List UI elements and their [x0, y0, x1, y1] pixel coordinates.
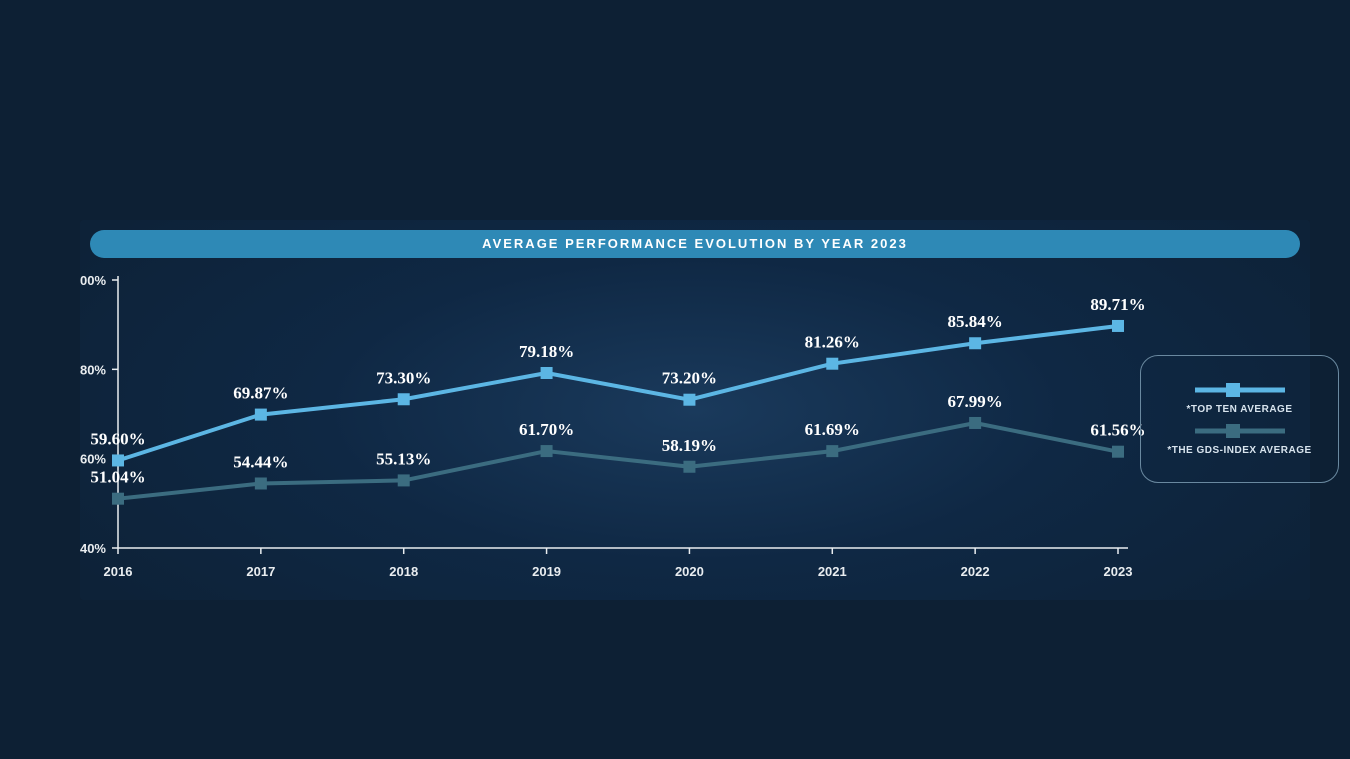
value-label: 54.44% [233, 453, 288, 472]
legend-item: *TOP TEN AVERAGE [1157, 382, 1322, 415]
series-marker [112, 454, 124, 466]
x-tick-label: 2018 [389, 564, 418, 579]
value-label: 61.69% [805, 420, 860, 439]
x-tick-label: 2023 [1104, 564, 1133, 579]
y-tick-label: 100% [80, 273, 106, 288]
value-label: 85.84% [948, 312, 1003, 331]
value-label: 61.56% [1090, 421, 1145, 440]
value-label: 58.19% [662, 436, 717, 455]
x-tick-label: 2022 [961, 564, 990, 579]
value-label: 59.60% [90, 429, 145, 448]
series-marker [398, 393, 410, 405]
value-label: 61.70% [519, 420, 574, 439]
y-tick-label: 60% [80, 452, 106, 467]
series-marker [826, 445, 838, 457]
series-marker [541, 367, 553, 379]
y-tick-label: 80% [80, 362, 106, 377]
value-label: 79.18% [519, 342, 574, 361]
value-label: 89.71% [1090, 295, 1145, 314]
value-label: 67.99% [948, 392, 1003, 411]
legend-item: *THE GDS-INDEX AVERAGE [1157, 423, 1322, 456]
series-marker [1112, 320, 1124, 332]
legend-swatch-icon [1195, 382, 1285, 398]
series-marker [683, 394, 695, 406]
value-label: 51.04% [90, 468, 145, 487]
series-marker [969, 417, 981, 429]
chart-panel: AVERAGE PERFORMANCE EVOLUTION BY YEAR 20… [80, 220, 1310, 600]
value-label: 73.20% [662, 369, 717, 388]
series-marker [541, 445, 553, 457]
legend-label: *TOP TEN AVERAGE [1187, 404, 1293, 415]
value-label: 55.13% [376, 449, 431, 468]
legend-swatch-icon [1195, 423, 1285, 439]
series-marker [112, 493, 124, 505]
line-chart-svg: 40% 60% 80% 100% 2016 2017 2018 2019 2020 2021 202… [80, 220, 1310, 600]
series-marker [255, 478, 267, 490]
x-tick-label: 2021 [818, 564, 847, 579]
x-tick-label: 2017 [246, 564, 275, 579]
x-tick-label: 2019 [532, 564, 561, 579]
legend-label: *THE GDS-INDEX AVERAGE [1167, 445, 1311, 456]
value-label: 81.26% [805, 333, 860, 352]
series-marker [1112, 446, 1124, 458]
series-marker [255, 409, 267, 421]
chart-legend: *TOP TEN AVERAGE *THE GDS-INDEX AVERAGE [1140, 355, 1339, 483]
series-marker [969, 337, 981, 349]
x-tick-label: 2020 [675, 564, 704, 579]
series-marker [398, 474, 410, 486]
series-marker [683, 461, 695, 473]
value-label: 69.87% [233, 384, 288, 403]
series-marker [826, 358, 838, 370]
value-label: 73.30% [376, 368, 431, 387]
y-tick-label: 40% [80, 541, 106, 556]
x-tick-label: 2016 [104, 564, 133, 579]
